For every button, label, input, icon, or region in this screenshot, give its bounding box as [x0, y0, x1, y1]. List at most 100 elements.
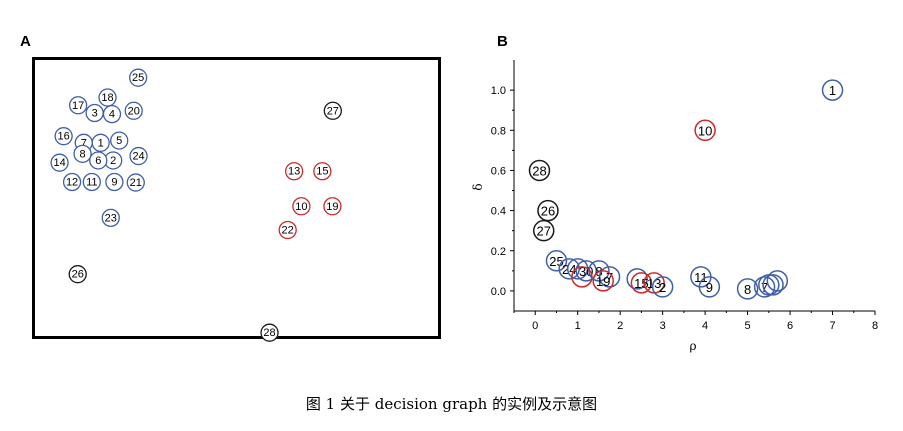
panel-b-point-2: 2: [651, 276, 674, 298]
panel-b-point-label: 13: [647, 276, 661, 291]
y-axis-label: δ: [471, 183, 485, 190]
panel-a-point-5: 5: [110, 131, 129, 150]
panel-b-point-label: 1: [829, 83, 836, 98]
panel-a-point-label: 24: [132, 151, 144, 163]
panel-a-point-2: 2: [104, 151, 123, 170]
panel-b-point: [762, 274, 784, 296]
panel-a-point-label: 1: [98, 137, 104, 149]
panel-a-frame: [32, 57, 441, 339]
panel-a-point-label: 28: [263, 327, 275, 339]
panel-a-point-18: 18: [98, 88, 117, 107]
panel-a-point-11: 11: [82, 172, 101, 192]
panel-a-point-label: 23: [105, 212, 117, 224]
panel-b-point-8: 8: [736, 278, 759, 300]
y-ticks: 0.0 0.2 0.4 0.6 0.8 1.0: [491, 85, 514, 298]
panel-b-point-label: 10: [698, 123, 712, 138]
panel-b-label: B: [497, 33, 508, 50]
panel-a-point-label: 5: [116, 135, 122, 147]
x-tick-label: 5: [745, 320, 751, 332]
x-tick-label: 6: [787, 320, 793, 332]
panel-a-point-22: 22: [278, 220, 297, 240]
panel-a-point-label: 26: [72, 269, 84, 281]
panel-a-point-28: 28: [260, 323, 279, 342]
panel-a-label: A: [20, 33, 31, 50]
panel-b-point-9: 9: [698, 276, 721, 298]
panel-a-point-label: 13: [288, 166, 300, 178]
x-tick-label: 3: [660, 320, 666, 332]
panel-a-point-15: 15: [313, 162, 332, 181]
panel-a-point-21: 21: [126, 173, 145, 192]
panel-b-point-26: 26: [537, 199, 559, 222]
panel-a-point-27: 27: [323, 101, 342, 120]
y-tick-label: 1.0: [491, 85, 506, 97]
panel-a-point-19: 19: [323, 197, 342, 216]
x-tick-label: 7: [829, 320, 835, 332]
panel-b-point-1: 1: [821, 79, 844, 101]
panel-a-point-12: 12: [62, 172, 82, 192]
panel-b-point-19: 19: [592, 270, 614, 292]
panel-b-point-label: 8: [744, 282, 751, 297]
y-tick-label: 0.6: [491, 165, 506, 177]
panel-b-point-28: 28: [528, 159, 551, 182]
panel-a-point-label: 14: [53, 157, 65, 169]
panel-a-point-label: 16: [57, 131, 69, 143]
panel-a-point-label: 27: [327, 105, 339, 117]
panel-a-point-label: 3: [92, 107, 98, 119]
panel-b-point-label: 27: [536, 224, 550, 239]
x-ticks: 0 1 2 3 4 5 6 7 8: [513, 311, 878, 332]
x-axis-label: ρ: [689, 339, 696, 353]
panel-a-point-6: 6: [89, 151, 108, 170]
panel-a-point-label: 12: [66, 176, 78, 188]
panel-a-point-label: 15: [316, 166, 328, 178]
panel-b-point-label: 26: [541, 204, 555, 219]
panel-b-point: [766, 270, 789, 292]
panel-a-point-label: 7: [81, 137, 87, 149]
panel-a-point-17: 17: [68, 96, 88, 115]
panel-a-point-label: 9: [111, 176, 117, 188]
panel-a-point-label: 10: [295, 201, 307, 213]
panel-b-point-label: 28: [532, 163, 546, 178]
panel-a-point-label: 11: [86, 176, 97, 188]
panel-a-point-1: 1: [91, 133, 110, 152]
panel-b-point-10: 10: [694, 119, 716, 142]
panel-b-point-label: 2: [659, 280, 666, 295]
panel-b-point-27: 27: [532, 219, 555, 242]
panel-a-scatter: 123 4567891011121314151617181920212223242…: [50, 68, 342, 342]
panel-a-point-13: 13: [284, 162, 304, 181]
y-tick-label: 0.8: [491, 125, 506, 137]
panel-a-point-label: 21: [130, 177, 142, 189]
panel-b-point: [626, 268, 648, 290]
panel-a-point-label: 2: [110, 155, 116, 167]
panel-a-point-label: 8: [79, 148, 85, 160]
panel-a-point-10: 10: [292, 197, 311, 216]
panel-a-point-3: 3: [85, 103, 104, 123]
panel-a-point-24: 24: [129, 146, 148, 166]
panel-a-point-8: 8: [73, 144, 92, 163]
panel-a-point-23: 23: [101, 208, 120, 228]
panel-a-point-4: 4: [102, 104, 122, 124]
x-tick-label: 0: [532, 320, 538, 332]
panel-a-point-26: 26: [68, 265, 87, 284]
panel-a-point-9: 9: [105, 172, 124, 192]
x-tick-label: 4: [702, 320, 708, 332]
panel-a-point-16: 16: [54, 127, 73, 146]
panel-a-point-label: 20: [128, 105, 140, 117]
panel-b-point-label: 9: [706, 280, 713, 295]
panel-a-point-label: 17: [72, 100, 84, 112]
y-tick-label: 0.0: [491, 286, 506, 298]
panel-a-point-25: 25: [129, 68, 148, 87]
panel-b-point-label: 7: [606, 270, 613, 285]
y-tick-label: 0.4: [491, 206, 506, 218]
panel-a-point-20: 20: [124, 101, 143, 120]
panel-a-point-label: 19: [326, 201, 338, 213]
panel-a-point-label: 18: [101, 92, 113, 104]
panel-b-point-7: 7: [598, 266, 621, 288]
panel-b-point-label: 19: [596, 274, 610, 289]
x-tick-label: 2: [617, 320, 623, 332]
x-tick-label: 8: [872, 320, 878, 332]
panel-a-point-label: 25: [132, 72, 144, 84]
panel-a-point-label: 4: [109, 109, 115, 121]
